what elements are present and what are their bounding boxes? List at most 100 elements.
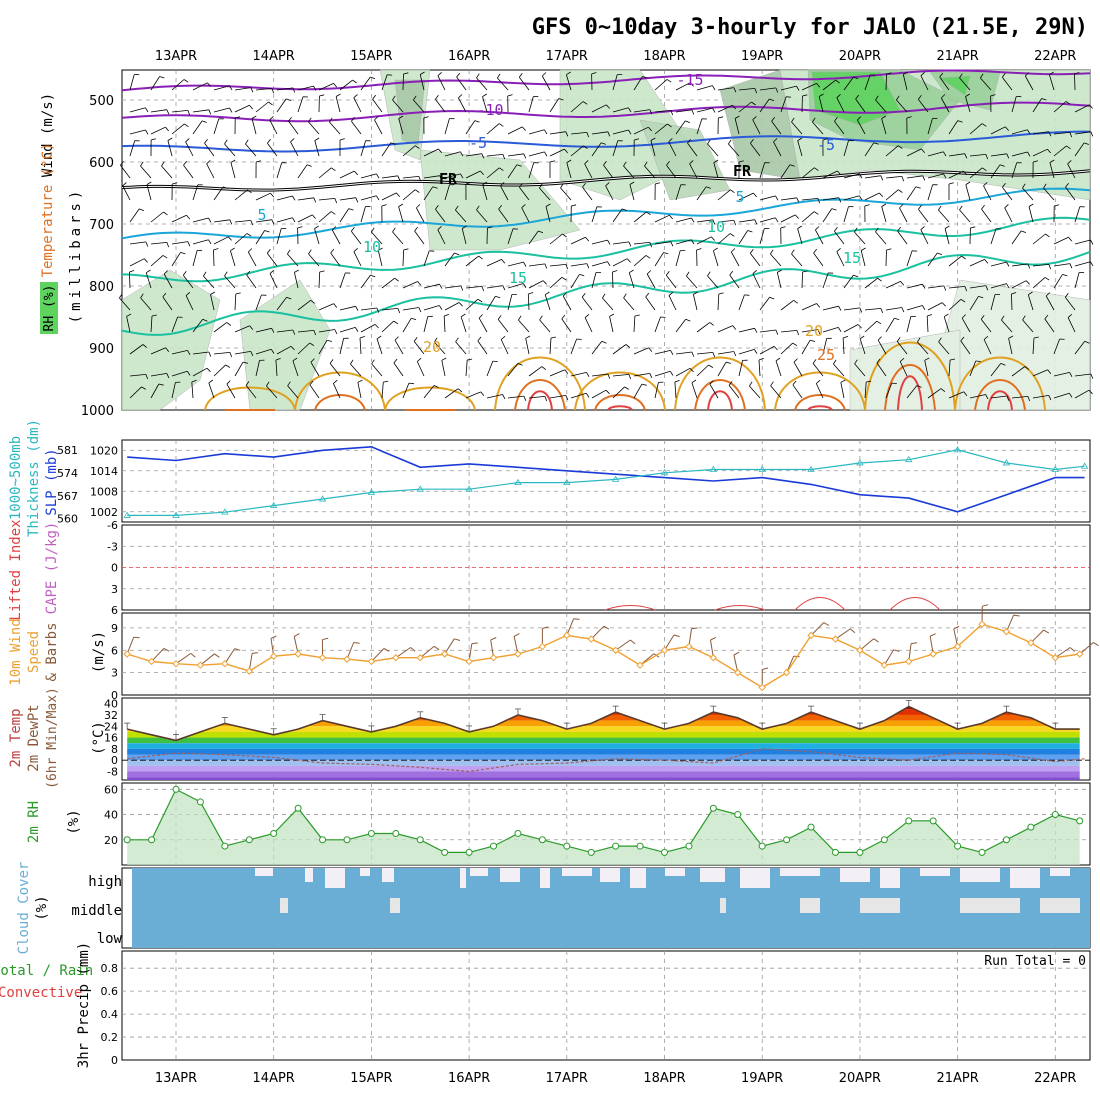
wind-barb (591, 272, 597, 289)
wind-barb-flag (544, 396, 548, 402)
wind-barb (840, 382, 845, 399)
wind-barb (738, 349, 755, 355)
contour-25 (514, 379, 566, 411)
wind-barb-flag (482, 93, 488, 97)
wind-barb-flag (646, 270, 652, 275)
wind-barb-flag (1006, 283, 1010, 289)
cloud-high-gap (562, 868, 592, 876)
cloud-mid-gap (1040, 898, 1080, 913)
wind-barb-flag (752, 116, 757, 120)
temp2m-panel (122, 700, 1090, 780)
wind-barb-flag (460, 151, 464, 157)
wind-barb (717, 220, 734, 223)
wind-barb-flag (180, 252, 186, 255)
wind-barb (983, 185, 992, 201)
wind-barb (948, 255, 962, 267)
wind-barb (482, 184, 488, 201)
wind-barb (738, 101, 752, 113)
wind-barb (1032, 395, 1049, 399)
wind-barb-flag (859, 335, 865, 340)
chart-title: GFS 0~10day 3-hourly for JALO (21.5E, 29… (532, 15, 1088, 40)
wind-barb-flag (837, 327, 842, 332)
wind-barb (486, 154, 503, 157)
wind-barb (549, 395, 566, 399)
wind-barb-flag (985, 285, 989, 291)
wind-barb-flag (392, 95, 396, 101)
rh2m-point (636, 842, 644, 850)
wind-barb (675, 120, 686, 135)
wind-barb (297, 164, 308, 179)
wind-barb (129, 129, 146, 135)
wind-barb (339, 305, 356, 311)
wind-barb-flag (582, 182, 586, 188)
wind-barb (255, 230, 265, 245)
ytick-thickness: 574 (57, 467, 78, 480)
wind-barb (961, 317, 971, 333)
wind-barb (654, 110, 671, 113)
wind10-barb-flag (1043, 629, 1050, 634)
wind-barb-flag (270, 349, 275, 354)
wind-barb-flag (859, 173, 863, 179)
wind-barb-flag (818, 93, 824, 97)
wind10-barb-flag (1093, 641, 1099, 647)
cloud-high-gap (840, 868, 870, 882)
wind-barb (990, 294, 996, 311)
wind-barb-flag (1065, 182, 1069, 188)
wind-barb-flag (917, 337, 921, 343)
wind10-point (294, 650, 302, 658)
wind-barb (612, 386, 625, 399)
wind-barb (213, 236, 229, 245)
wind-barb (413, 99, 425, 113)
wind-barb-flag (612, 270, 618, 273)
wind-barb (689, 163, 698, 179)
wind-barb-flag (498, 123, 504, 127)
wind-barb-flag (539, 183, 543, 189)
wind-barb-flag (312, 214, 316, 219)
wind-barb (843, 76, 854, 91)
wind-barb (191, 381, 194, 399)
wind10-barb (371, 648, 385, 662)
wind-barb-flag (644, 161, 648, 167)
ylabel-rh2m: 2m RH (26, 801, 42, 843)
rh2m-point (343, 836, 351, 844)
run-total: Run Total = 0 (984, 954, 1086, 969)
wind-barb-flag (965, 181, 971, 185)
wind-barb-flag (584, 313, 590, 318)
wind-barb-flag (1090, 131, 1094, 137)
wind-barb-flag (229, 85, 233, 91)
thickness-point (318, 495, 327, 502)
wind-barb-flag (963, 170, 968, 176)
wind-barb-flag (438, 305, 443, 310)
ytick-rh2m: 40 (104, 809, 118, 822)
wind10-barb (835, 628, 851, 640)
thickness-point (269, 501, 278, 509)
wind-barb (859, 338, 866, 355)
temp-band (127, 706, 1080, 710)
wind-barb (310, 361, 320, 377)
wind-barb (1049, 162, 1055, 179)
wind-barb-flag (264, 230, 270, 233)
temp-band (127, 737, 1080, 744)
wind-barb (318, 167, 332, 179)
wind-barb-flag (875, 95, 879, 101)
wind-barb-flag (416, 204, 421, 209)
wind-barb-flag (1001, 73, 1006, 78)
wind-barb-flag (350, 359, 354, 365)
wind-barb-flag (754, 219, 758, 225)
wind-barb (528, 263, 545, 267)
cloud-high-gap (255, 868, 273, 876)
wind-barb-flag (565, 395, 569, 401)
rh2m-point (367, 829, 375, 837)
wind-barb-flag (940, 388, 946, 393)
wind10-barb (126, 637, 135, 655)
wind-barb (308, 253, 320, 267)
wind-barb (357, 382, 362, 399)
wind-barb-flag (950, 358, 956, 361)
ytick-thickness: 560 (57, 513, 78, 526)
wind-barb (864, 381, 867, 399)
wind-barb-flag (581, 293, 586, 298)
wind-barb (885, 249, 887, 267)
wind-barb-flag (354, 327, 359, 332)
wind-barb (230, 162, 236, 179)
wind-barb (906, 283, 923, 289)
